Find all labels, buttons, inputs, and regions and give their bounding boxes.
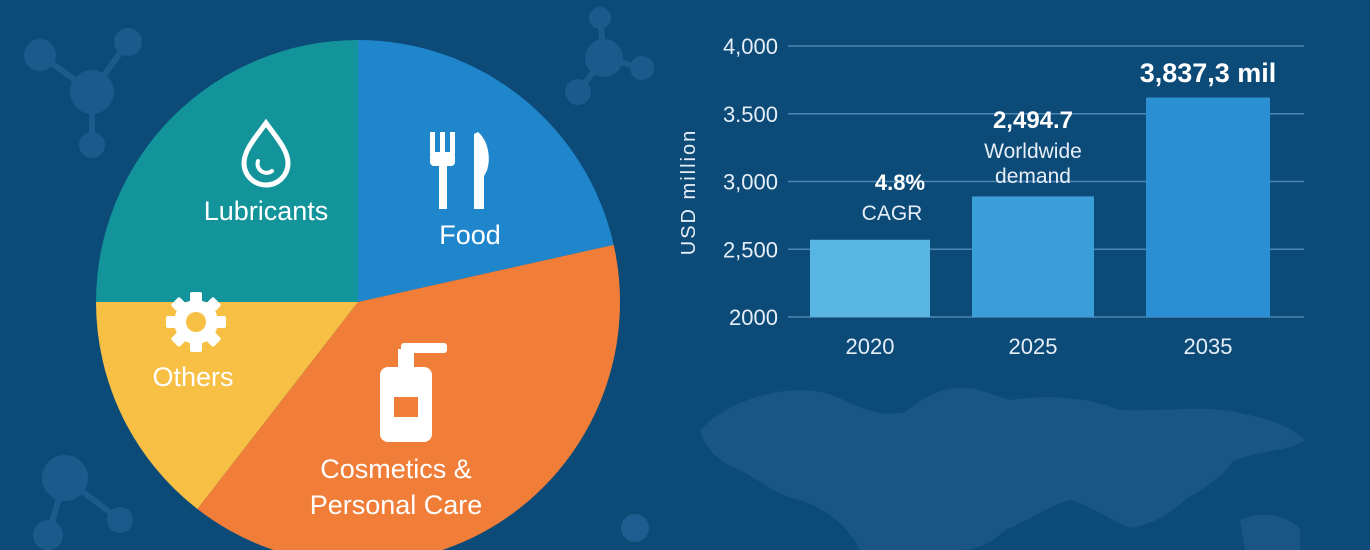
molecule-icon	[621, 514, 649, 542]
y-axis-label: USD million	[678, 129, 700, 255]
pie-icons	[166, 118, 489, 442]
x-tick-label: 2035	[1184, 334, 1233, 359]
gear-icon	[166, 292, 226, 352]
bar-caption: CAGR	[862, 202, 923, 225]
bar-value-label: 4.8%	[875, 170, 925, 195]
droplet-icon	[241, 118, 291, 188]
bar-caption: Worldwide demand	[984, 140, 1082, 188]
molecule-icon	[24, 28, 142, 158]
y-tick-label: 4,000	[723, 34, 778, 59]
bar-chart: USD million 2000 2,500 3,000 3.500 4,000 2020…	[678, 34, 1304, 359]
pie-label-food: Food	[439, 220, 501, 250]
pie-label-cosmetics: Cosmetics & Personal Care	[310, 454, 483, 520]
bar-value-label: 3,837,3 mil	[1140, 58, 1277, 88]
pie-labels: Lubricants Food Cosmetics & Personal Care Ot…	[152, 196, 500, 520]
bar-2020	[810, 239, 930, 317]
x-tick-label: 2020	[846, 334, 895, 359]
y-tick-label: 3,000	[723, 170, 778, 195]
bar-2025	[972, 196, 1094, 317]
pie-label-others: Others	[152, 362, 233, 392]
bar-2035	[1146, 97, 1270, 318]
y-tick-label: 3.500	[723, 102, 778, 127]
bar-value-label: 2,494.7	[993, 107, 1073, 134]
fork-knife-icon	[430, 132, 489, 209]
y-tick-label: 2000	[729, 305, 778, 330]
pie-label-lubricants: Lubricants	[204, 196, 329, 226]
x-tick-label: 2025	[1009, 334, 1058, 359]
world-map-graphic	[700, 387, 1305, 550]
pie-slice-lubricants	[96, 40, 358, 302]
y-tick-label: 2,500	[723, 237, 778, 262]
pie-slice-others	[95, 302, 358, 510]
molecule-icon	[565, 7, 654, 105]
pump-bottle-icon	[380, 343, 447, 442]
molecule-icon	[33, 455, 133, 550]
